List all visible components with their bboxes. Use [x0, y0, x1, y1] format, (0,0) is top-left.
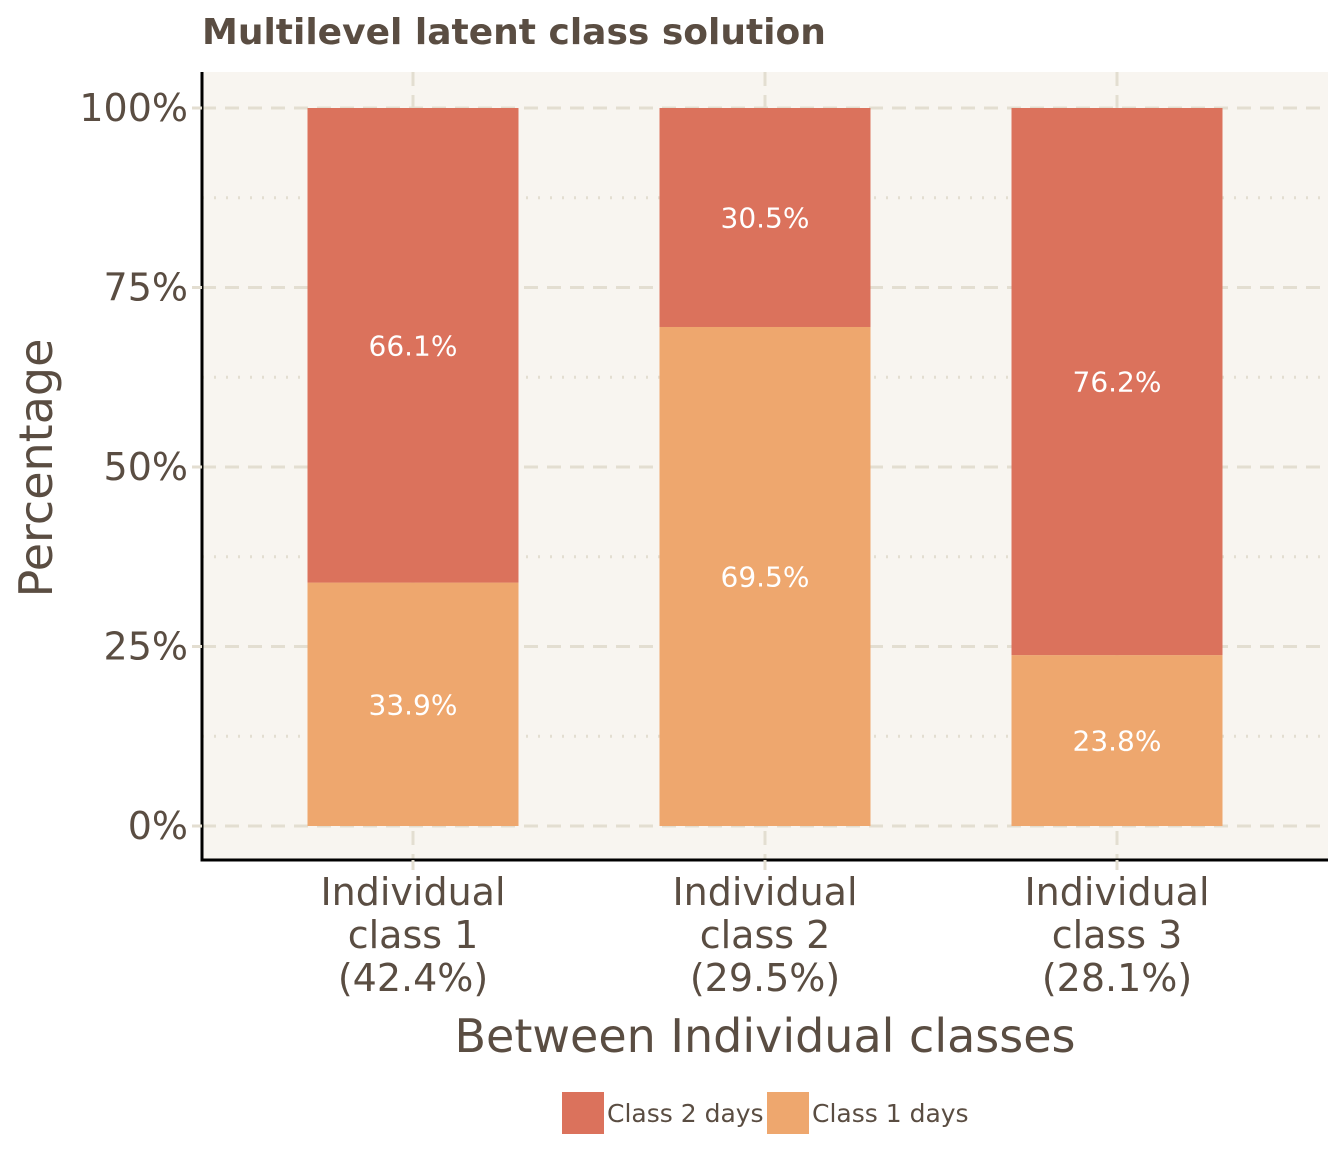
x-tick-label-0-line-1: class 1 [348, 913, 479, 957]
data-label-class2-class-2-days: 30.5% [721, 201, 810, 234]
y-tick-label-4: 100% [79, 86, 188, 130]
data-label-class2-class-1-days: 69.5% [721, 560, 810, 593]
bar-class2-class-2-days [659, 108, 871, 327]
bar-class1-class-2-days [307, 108, 519, 583]
bar-class3-class-1-days [1011, 655, 1223, 826]
data-label-class3-class-1-days: 23.8% [1073, 725, 1162, 758]
bars [307, 108, 1223, 826]
x-axis-title: Between Individual classes [455, 1009, 1076, 1063]
x-tick-label-2-line-1: class 3 [1052, 913, 1183, 957]
y-tick-label-0: 0% [128, 804, 188, 848]
data-label-class1-class-2-days: 66.1% [369, 329, 458, 362]
x-tick-label-1-line-2: (29.5%) [690, 956, 840, 1000]
y-tick-label-2: 50% [104, 445, 188, 489]
y-tick-label-1: 25% [104, 625, 188, 669]
x-tick-label-1-line-1: class 2 [700, 913, 831, 957]
x-tick-label-0-line-0: Individual [320, 870, 505, 914]
bar-class2-class-1-days [659, 326, 871, 826]
legend: Class 2 days Class 1 days [562, 1092, 969, 1134]
y-tick-label-3: 75% [104, 266, 188, 310]
y-axis-title: Percentage [9, 339, 63, 598]
x-tick-label-2-line-0: Individual [1024, 870, 1209, 914]
legend-swatch-class-2-days [562, 1092, 604, 1134]
legend-swatch-class-1-days [767, 1092, 809, 1134]
data-label-class1-class-1-days: 33.9% [369, 688, 458, 721]
bar-class3-class-2-days [1011, 108, 1223, 656]
legend-label-class-2-days: Class 2 days [607, 1099, 764, 1128]
chart-title: Multilevel latent class solution [202, 12, 826, 53]
x-tick-label-2-line-2: (28.1%) [1042, 956, 1192, 1000]
data-labels: 33.9% 66.1% 69.5% 30.5% 23.8% 76.2% [369, 201, 1162, 757]
data-label-class3-class-2-days: 76.2% [1073, 366, 1162, 399]
x-tick-label-1-line-0: Individual [672, 870, 857, 914]
legend-label-class-1-days: Class 1 days [812, 1099, 969, 1128]
bar-class1-class-1-days [307, 582, 519, 826]
x-tick-label-0-line-2: (42.4%) [338, 956, 488, 1000]
